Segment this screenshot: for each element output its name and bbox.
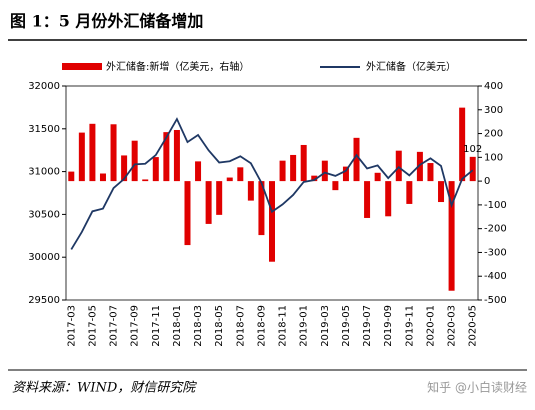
bar	[279, 160, 286, 182]
bar	[121, 155, 128, 182]
bar	[395, 150, 402, 182]
bar	[89, 123, 96, 182]
x-tick-label: 2019-03	[320, 305, 331, 347]
x-tick-label: 2018-01	[172, 305, 183, 347]
bar	[385, 181, 392, 217]
y-tick-label: 32000	[28, 81, 60, 92]
legend-swatch	[62, 63, 102, 70]
bar	[173, 129, 180, 182]
bar	[142, 179, 149, 182]
bar	[300, 144, 307, 182]
bar	[216, 181, 223, 215]
y-tick-label: 30500	[28, 209, 60, 220]
y2-tick-label: -200	[484, 224, 507, 235]
y-tick-label: 31000	[28, 167, 60, 178]
x-tick-label: 2018-07	[235, 305, 246, 347]
bar	[416, 151, 423, 182]
bar	[364, 181, 371, 218]
bar	[448, 181, 455, 291]
y2-tick-label: -500	[484, 295, 507, 306]
x-tick-label: 2018-09	[256, 305, 267, 347]
bar	[269, 181, 275, 262]
y2-tick-label: -100	[484, 200, 507, 211]
y-tick-label: 29500	[28, 295, 60, 306]
data-label: 102	[463, 144, 482, 155]
bar	[247, 181, 254, 201]
y-tick-label: 31500	[28, 124, 60, 135]
bar	[163, 132, 170, 182]
chart-title: 图 1：5 月份外汇储备增加	[10, 12, 203, 31]
x-tick-label: 2017-09	[130, 305, 141, 347]
x-tick-label: 2017-03	[66, 305, 77, 347]
bar	[195, 161, 202, 182]
x-tick-label: 2019-11	[404, 305, 415, 347]
x-tick-label: 2018-03	[193, 305, 204, 347]
bar	[184, 181, 191, 246]
bar	[237, 167, 244, 182]
bar	[342, 166, 349, 182]
x-tick-label: 2018-05	[214, 305, 225, 347]
bar	[427, 163, 434, 182]
bar	[68, 171, 75, 182]
x-tick-label: 2020-05	[468, 305, 479, 347]
bar	[110, 124, 117, 182]
y2-tick-label: -300	[484, 247, 507, 258]
bar	[258, 181, 265, 236]
x-tick-label: 2018-11	[278, 305, 289, 347]
bar	[469, 156, 476, 182]
y2-tick-label: -400	[484, 271, 507, 282]
x-tick-label: 2019-05	[341, 305, 352, 347]
bar	[99, 173, 106, 182]
bar	[290, 154, 297, 182]
watermark: 知乎 @小白读财经	[427, 380, 527, 395]
x-tick-label: 2017-07	[109, 305, 120, 347]
bar	[374, 172, 381, 182]
y-tick-label: 30000	[28, 252, 60, 263]
x-tick-label: 2019-01	[299, 305, 310, 347]
bar	[226, 177, 233, 182]
x-tick-label: 2017-11	[151, 305, 162, 347]
bar	[353, 137, 360, 182]
bar	[459, 107, 466, 182]
x-tick-label: 2020-01	[425, 305, 436, 347]
y2-tick-label: 0	[484, 176, 490, 187]
bar	[438, 181, 445, 203]
x-tick-label: 2019-07	[362, 305, 373, 347]
y2-tick-label: 300	[484, 105, 503, 116]
x-tick-label: 2020-03	[447, 305, 458, 347]
bar	[321, 160, 328, 182]
y2-tick-label: 100	[484, 152, 503, 163]
legend-label: 外汇储备:新增（亿美元，右轴）	[106, 60, 249, 73]
bar	[131, 140, 138, 182]
bar	[205, 181, 212, 224]
legend-label: 外汇储备（亿美元）	[366, 60, 456, 73]
plot-frame	[65, 85, 479, 301]
y2-tick-label: 200	[484, 129, 503, 140]
x-tick-label: 2019-09	[383, 305, 394, 347]
bar	[311, 175, 318, 182]
bar	[152, 157, 159, 182]
source: 资料来源：WIND，财信研究院	[12, 380, 197, 396]
line	[70, 117, 474, 250]
y2-tick-label: 400	[484, 81, 503, 92]
bar	[406, 181, 413, 204]
bar	[78, 132, 85, 182]
bar	[332, 181, 339, 191]
x-tick-label: 2017-05	[87, 305, 98, 347]
